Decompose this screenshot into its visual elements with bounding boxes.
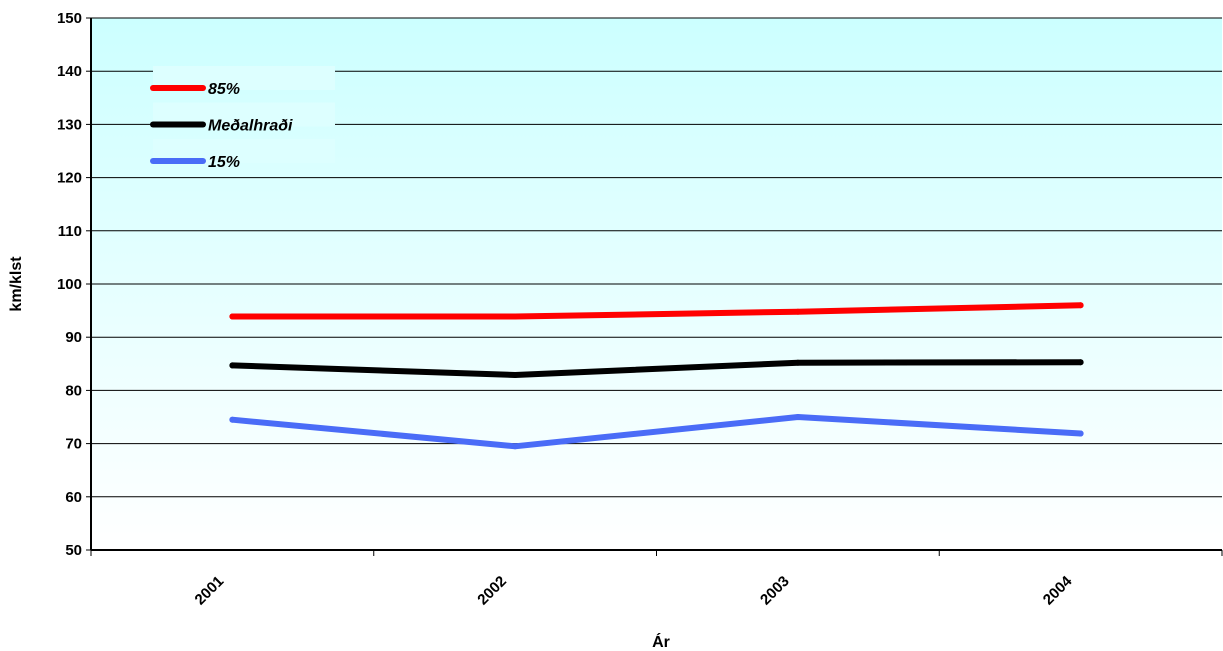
y-tick-label: 80 bbox=[65, 382, 82, 399]
y-tick-label: 50 bbox=[65, 542, 82, 559]
data-point bbox=[229, 313, 236, 320]
y-axis-ticks: 50 60 70 80 90 100 110 120 130 140 150 bbox=[57, 10, 91, 559]
data-point bbox=[512, 443, 519, 450]
legend-label: Meðalhraði bbox=[208, 118, 293, 135]
y-tick-label: 140 bbox=[57, 63, 82, 80]
y-tick-label: 120 bbox=[57, 170, 82, 187]
data-point bbox=[1077, 302, 1084, 309]
y-tick-label: 70 bbox=[65, 436, 82, 453]
data-point bbox=[229, 416, 236, 423]
legend: 85% Meðalhraði 15% bbox=[150, 66, 335, 171]
y-tick-label: 90 bbox=[65, 329, 82, 346]
data-point bbox=[794, 308, 801, 315]
y-axis-title: km/klst bbox=[8, 256, 25, 312]
legend-label: 85% bbox=[208, 81, 240, 98]
y-tick-label: 130 bbox=[57, 116, 82, 133]
data-point bbox=[512, 313, 519, 320]
y-tick-label: 110 bbox=[58, 223, 82, 240]
legend-label: 15% bbox=[208, 154, 240, 171]
y-tick-label: 150 bbox=[57, 10, 82, 27]
series-line-1 bbox=[229, 359, 1084, 378]
x-axis-ticks: 2001 2002 2003 2004 bbox=[90, 550, 1223, 609]
x-tick-label: 2003 bbox=[757, 573, 793, 609]
series-line-0 bbox=[229, 302, 1084, 320]
x-tick-label: 2004 bbox=[1040, 572, 1076, 608]
y-tick-label: 100 bbox=[57, 276, 82, 293]
series-lines bbox=[229, 302, 1084, 450]
x-axis-title: Ár bbox=[652, 632, 670, 651]
series-line-2 bbox=[229, 414, 1084, 450]
data-point bbox=[1077, 359, 1084, 366]
data-point bbox=[794, 359, 801, 366]
data-point bbox=[1077, 430, 1084, 437]
x-tick-label: 2001 bbox=[192, 573, 228, 609]
data-point bbox=[794, 414, 801, 420]
x-tick-label: 2002 bbox=[474, 573, 510, 609]
y-tick-label: 60 bbox=[65, 489, 82, 506]
data-point bbox=[512, 372, 519, 378]
data-point bbox=[229, 362, 236, 369]
